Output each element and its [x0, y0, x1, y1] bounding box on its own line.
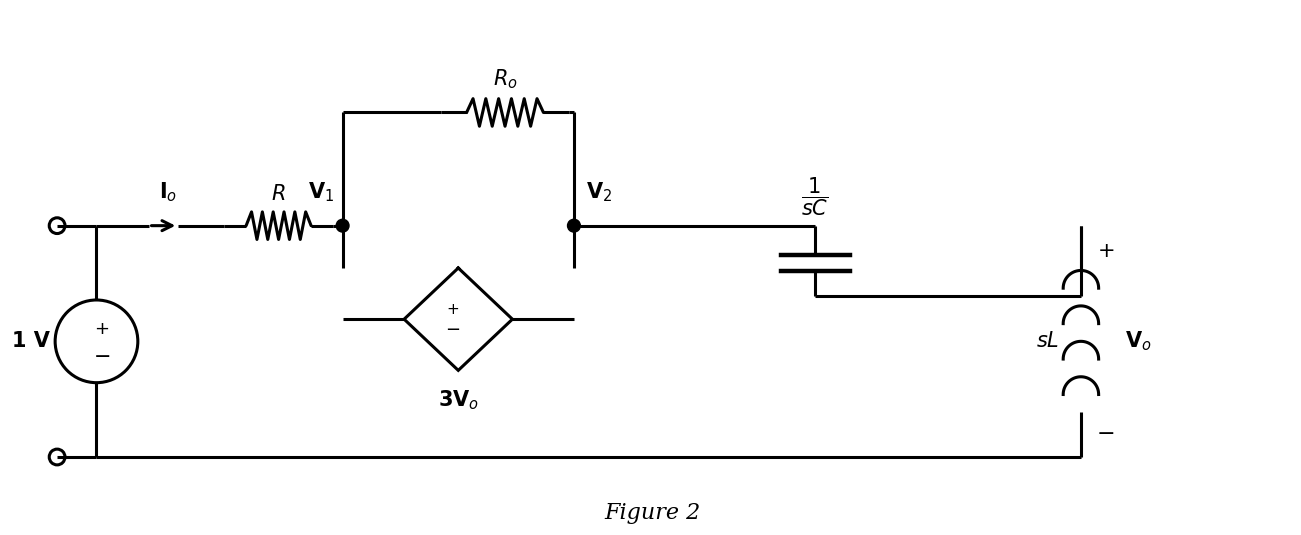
Text: $+$: $+$	[446, 302, 459, 317]
Text: $sL$: $sL$	[1036, 331, 1059, 351]
Text: $R$: $R$	[272, 184, 286, 204]
Circle shape	[336, 219, 349, 232]
Text: $\mathbf{V}_2$: $\mathbf{V}_2$	[585, 180, 611, 204]
Text: $\mathbf{V}_o$: $\mathbf{V}_o$	[1125, 330, 1151, 353]
Text: $+$: $+$	[94, 319, 109, 338]
Text: $\mathbf{3V}_o$: $\mathbf{3V}_o$	[438, 388, 479, 412]
Circle shape	[567, 219, 580, 232]
Text: $-$: $-$	[1097, 422, 1115, 442]
Text: $\mathbf{V}_1$: $\mathbf{V}_1$	[308, 180, 334, 204]
Text: $R_o$: $R_o$	[493, 67, 518, 91]
Text: $-$: $-$	[445, 319, 461, 337]
Text: Figure 2: Figure 2	[605, 502, 701, 524]
Text: $-$: $-$	[92, 345, 111, 365]
Text: $\mathbf{I}_o$: $\mathbf{I}_o$	[159, 180, 177, 204]
Text: $+$: $+$	[1097, 241, 1114, 261]
Text: $\dfrac{1}{sC}$: $\dfrac{1}{sC}$	[801, 175, 829, 218]
Text: 1 V: 1 V	[12, 331, 51, 351]
